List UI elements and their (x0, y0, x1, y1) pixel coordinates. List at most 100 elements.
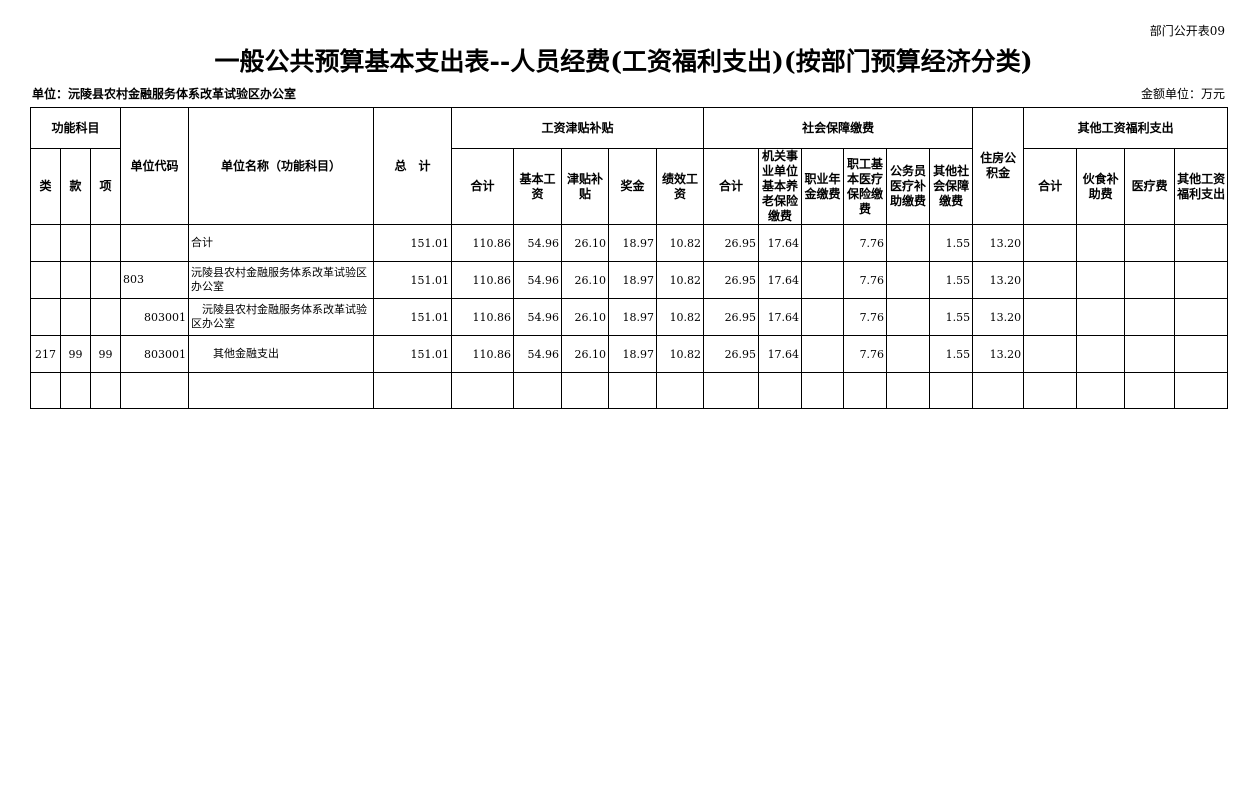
column-header: 绩效工资 (655, 148, 705, 225)
cell-value (655, 372, 705, 409)
cell-kuan (60, 261, 91, 299)
table-row: 合计 151.01 110.86 54.96 26.10 18.97 10.82 26.95 1… (30, 224, 1229, 262)
cell-value: 151.01 (373, 261, 452, 299)
cell-value (1124, 298, 1176, 336)
cell-value: 17.64 (758, 335, 803, 373)
cell-value: 26.95 (703, 261, 760, 299)
cell-lei (30, 372, 61, 409)
header-total: 总 计 (373, 107, 452, 225)
cell-xiang (90, 298, 121, 336)
cell-value: 10.82 (655, 298, 705, 336)
cell-value: 13.20 (972, 224, 1025, 262)
column-header: 职工基本医疗保险缴费 (843, 148, 888, 225)
cell-value (1076, 372, 1126, 409)
table-row (30, 372, 1229, 409)
cell-value (373, 372, 452, 409)
cell-name (188, 372, 374, 409)
cell-value (886, 372, 931, 409)
cell-lei (30, 298, 61, 336)
cell-value: 7.76 (843, 261, 888, 299)
cell-value (801, 335, 845, 373)
cell-value: 1.55 (929, 224, 974, 262)
table-row: 217 99 99 803001 其他金融支出 151.01 110.86 54.96 26.… (30, 335, 1229, 373)
form-number: 部门公开表09 (1149, 24, 1225, 38)
column-header: 合计 (1023, 148, 1078, 225)
cell-value (929, 372, 974, 409)
cell-value (703, 372, 760, 409)
cell-value: 17.64 (758, 261, 803, 299)
cell-name: 其他金融支出 (188, 335, 374, 373)
cell-value: 54.96 (513, 298, 562, 336)
cell-value (1023, 224, 1078, 262)
column-header: 其他社会保障缴费 (929, 148, 974, 225)
cell-lei (30, 224, 61, 262)
header-social: 社会保障缴费 (703, 107, 974, 149)
cell-value (801, 224, 845, 262)
cell-value (1023, 372, 1078, 409)
cell-code (120, 372, 189, 409)
column-header: 津贴补贴 (561, 148, 609, 225)
cell-value: 1.55 (929, 298, 974, 336)
cell-kuan: 99 (60, 335, 91, 373)
column-header: 伙食补助费 (1076, 148, 1126, 225)
cell-value: 10.82 (655, 335, 705, 373)
cell-value: 13.20 (972, 335, 1025, 373)
cell-value: 26.10 (561, 224, 609, 262)
header-housing: 住房公积金 (972, 107, 1025, 225)
cell-value: 151.01 (373, 335, 452, 373)
cell-value (886, 335, 931, 373)
column-header: 其他工资福利支出 (1174, 148, 1229, 225)
cell-value: 110.86 (451, 261, 514, 299)
cell-value (886, 224, 931, 262)
cell-value (801, 372, 845, 409)
cell-value: 54.96 (513, 335, 562, 373)
cell-value (1076, 261, 1126, 299)
cell-value: 1.55 (929, 261, 974, 299)
cell-kuan (60, 224, 91, 262)
cell-value (1174, 372, 1229, 409)
cell-value (886, 298, 931, 336)
cell-name: 沅陵县农村金融服务体系改革试验区办公室 (188, 298, 374, 336)
page-title: 一般公共预算基本支出表--人员经费(工资福利支出)(按部门预算经济分类) (214, 47, 1033, 76)
cell-value: 17.64 (758, 224, 803, 262)
cell-value (886, 261, 931, 299)
cell-value (1076, 298, 1126, 336)
cell-value (451, 372, 514, 409)
cell-code: 803 (120, 261, 189, 299)
cell-kuan (60, 298, 91, 336)
cell-value: 26.10 (561, 261, 609, 299)
column-header: 基本工资 (513, 148, 562, 225)
cell-value: 1.55 (929, 335, 974, 373)
cell-value (801, 261, 845, 299)
cell-value: 110.86 (451, 224, 514, 262)
header-code: 单位代码 (120, 107, 189, 225)
header-xiang: 项 (90, 148, 121, 225)
cell-value: 18.97 (608, 224, 657, 262)
cell-value: 10.82 (655, 224, 705, 262)
cell-xiang (90, 372, 121, 409)
cell-value (1174, 335, 1229, 373)
cell-code (120, 224, 189, 262)
cell-value: 7.76 (843, 335, 888, 373)
cell-value (1023, 335, 1078, 373)
cell-value (1174, 224, 1229, 262)
cell-lei (30, 261, 61, 299)
cell-value: 151.01 (373, 298, 452, 336)
cell-value (1023, 261, 1078, 299)
cell-value (1174, 298, 1229, 336)
cell-value: 151.01 (373, 224, 452, 262)
cell-value (513, 372, 562, 409)
cell-xiang (90, 224, 121, 262)
cell-kuan (60, 372, 91, 409)
cell-value (1076, 224, 1126, 262)
cell-value (1076, 335, 1126, 373)
cell-code: 803001 (120, 298, 189, 336)
unit-label: 单位：沅陵县农村金融服务体系改革试验区办公室 (32, 87, 297, 101)
cell-value: 26.10 (561, 335, 609, 373)
cell-value (561, 372, 609, 409)
cell-value: 26.10 (561, 298, 609, 336)
cell-value: 17.64 (758, 298, 803, 336)
header-wage: 工资津贴补贴 (450, 107, 705, 149)
cell-value (1023, 298, 1078, 336)
table-row: 803 沅陵县农村金融服务体系改革试验区办公室 151.01 110.86 54.96 2… (30, 261, 1229, 299)
